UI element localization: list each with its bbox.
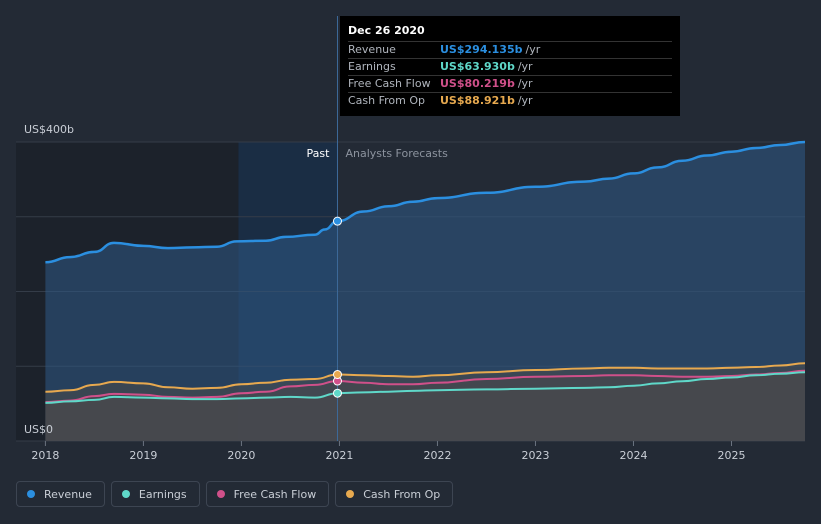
x-tick-label: 2018 — [31, 449, 59, 462]
tooltip-row-revenue: Revenue US$294.135b /yr — [348, 41, 672, 58]
legend-dot-icon — [216, 490, 225, 498]
tooltip-label: Free Cash Flow — [348, 77, 431, 90]
legend-item-earnings[interactable]: Earnings — [110, 481, 200, 507]
x-tick-label: 2025 — [717, 449, 745, 462]
x-tick-label: 2021 — [325, 449, 353, 462]
legend-label: Cash From Op — [363, 487, 441, 501]
line-free-cash-flow — [45, 369, 806, 404]
past-label: Past — [307, 147, 331, 160]
y-axis-bottom-label: US$0 — [24, 423, 53, 436]
y-axis-top-label: US$400b — [24, 123, 74, 136]
forecast-label: Analysts Forecasts — [345, 147, 448, 160]
tooltip-unit: /yr — [517, 77, 533, 90]
tooltip-label: Earnings — [348, 60, 396, 73]
tooltip-value: US$80.219b — [440, 77, 515, 90]
tooltip-row-cash-from-op: Cash From Op US$88.921b /yr — [348, 92, 672, 109]
legend-dot-icon — [121, 490, 130, 498]
area-revenue — [45, 142, 805, 441]
tooltip-row-earnings: Earnings US$63.930b /yr — [348, 58, 672, 75]
tooltip-value: US$294.135b — [440, 43, 523, 56]
tooltip-date: Dec 26 2020 — [348, 24, 425, 37]
tooltip-row-free-cash-flow: Free Cash Flow US$80.219b /yr — [348, 75, 672, 92]
x-tick-label: 2019 — [129, 449, 157, 462]
tooltip-value: US$88.921b — [440, 94, 515, 107]
legend-dot-icon — [27, 490, 35, 498]
x-tick-label: 2022 — [423, 449, 451, 462]
legend: Revenue Earnings Free Cash Flow Cash Fro… — [16, 481, 454, 507]
series-areas — [45, 142, 805, 441]
tooltip-value: US$63.930b — [440, 60, 515, 73]
legend-dot-icon — [346, 490, 355, 498]
legend-item-cash-from-op[interactable]: Cash From Op — [335, 481, 454, 507]
x-tick-label: 2020 — [227, 449, 255, 462]
tooltip-label: Revenue — [348, 43, 396, 56]
legend-label: Revenue — [44, 487, 92, 501]
line-revenue — [45, 140, 806, 264]
x-tick-label: 2024 — [619, 449, 647, 462]
tooltip-unit: /yr — [517, 94, 533, 107]
line-earnings — [45, 371, 806, 404]
x-tick-label: 2023 — [521, 449, 549, 462]
tooltip-unit: /yr — [525, 43, 541, 56]
tooltip-unit: /yr — [517, 60, 533, 73]
tooltip-label: Cash From Op — [348, 94, 426, 107]
legend-item-free-cash-flow[interactable]: Free Cash Flow — [205, 481, 330, 507]
marker-cash-from-op — [332, 370, 342, 380]
marker-earnings — [332, 388, 342, 398]
legend-label: Earnings — [138, 487, 187, 501]
hover-markers — [332, 216, 342, 398]
chart-area: US$400b US$0 Past Analysts Forecasts 201… — [16, 16, 806, 462]
x-axis: 2018 2019 2020 2021 2022 2023 2024 2025 — [31, 441, 745, 462]
marker-revenue — [332, 216, 342, 226]
area-cash-from-op — [45, 363, 805, 441]
tooltip: Dec 26 2020 Revenue US$294.135b /yr Earn… — [340, 16, 680, 116]
legend-label: Free Cash Flow — [233, 487, 317, 501]
legend-item-revenue[interactable]: Revenue — [16, 481, 105, 507]
series-lines — [45, 140, 806, 404]
line-cash-from-op — [45, 362, 806, 393]
